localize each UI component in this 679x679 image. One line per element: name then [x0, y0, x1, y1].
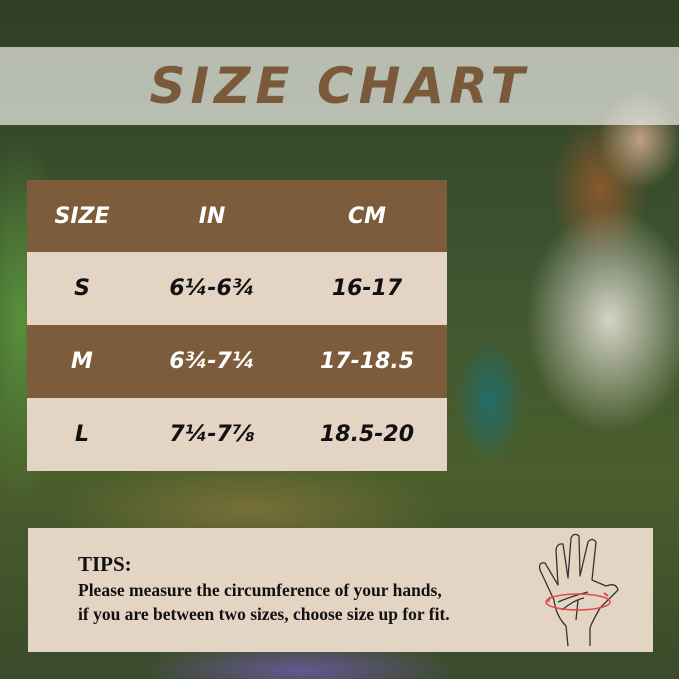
cell-size: L	[74, 422, 90, 447]
cell-size: S	[74, 276, 90, 301]
table-row: M 6¾-7¼ 17-18.5	[27, 325, 447, 398]
cell-in: 7¼-7⅞	[169, 422, 255, 447]
cell-in: 6¼-6¾	[169, 276, 255, 301]
cell-cm: 18.5-20	[319, 422, 415, 447]
header-size: SIZE	[54, 203, 110, 229]
header-in: IN	[198, 203, 226, 229]
tips-text: Please measure the circumference of your…	[78, 578, 450, 626]
title-band: SIZE CHART	[0, 47, 679, 125]
page-title: SIZE CHART	[149, 57, 530, 115]
table-header: SIZE IN CM	[27, 180, 447, 252]
cell-in: 6¾-7¼	[169, 349, 255, 374]
header-cm: CM	[347, 203, 387, 229]
table-row: L 7¼-7⅞ 18.5-20	[27, 398, 447, 471]
hand-measure-icon	[538, 533, 619, 647]
cell-cm: 17-18.5	[319, 349, 415, 374]
cell-size: M	[71, 349, 93, 374]
size-table: SIZE IN CM S 6¼-6¾ 16-17 M 6¾-7¼ 17-18.5…	[27, 180, 447, 471]
tips-line-1: Please measure the circumference of your…	[78, 580, 442, 600]
tips-line-2: if you are between two sizes, choose siz…	[78, 604, 450, 624]
tips-box: TIPS: Please measure the circumference o…	[28, 528, 653, 652]
tips-title: TIPS:	[78, 552, 132, 576]
cell-cm: 16-17	[331, 276, 403, 301]
table-row: S 6¼-6¾ 16-17	[27, 252, 447, 325]
